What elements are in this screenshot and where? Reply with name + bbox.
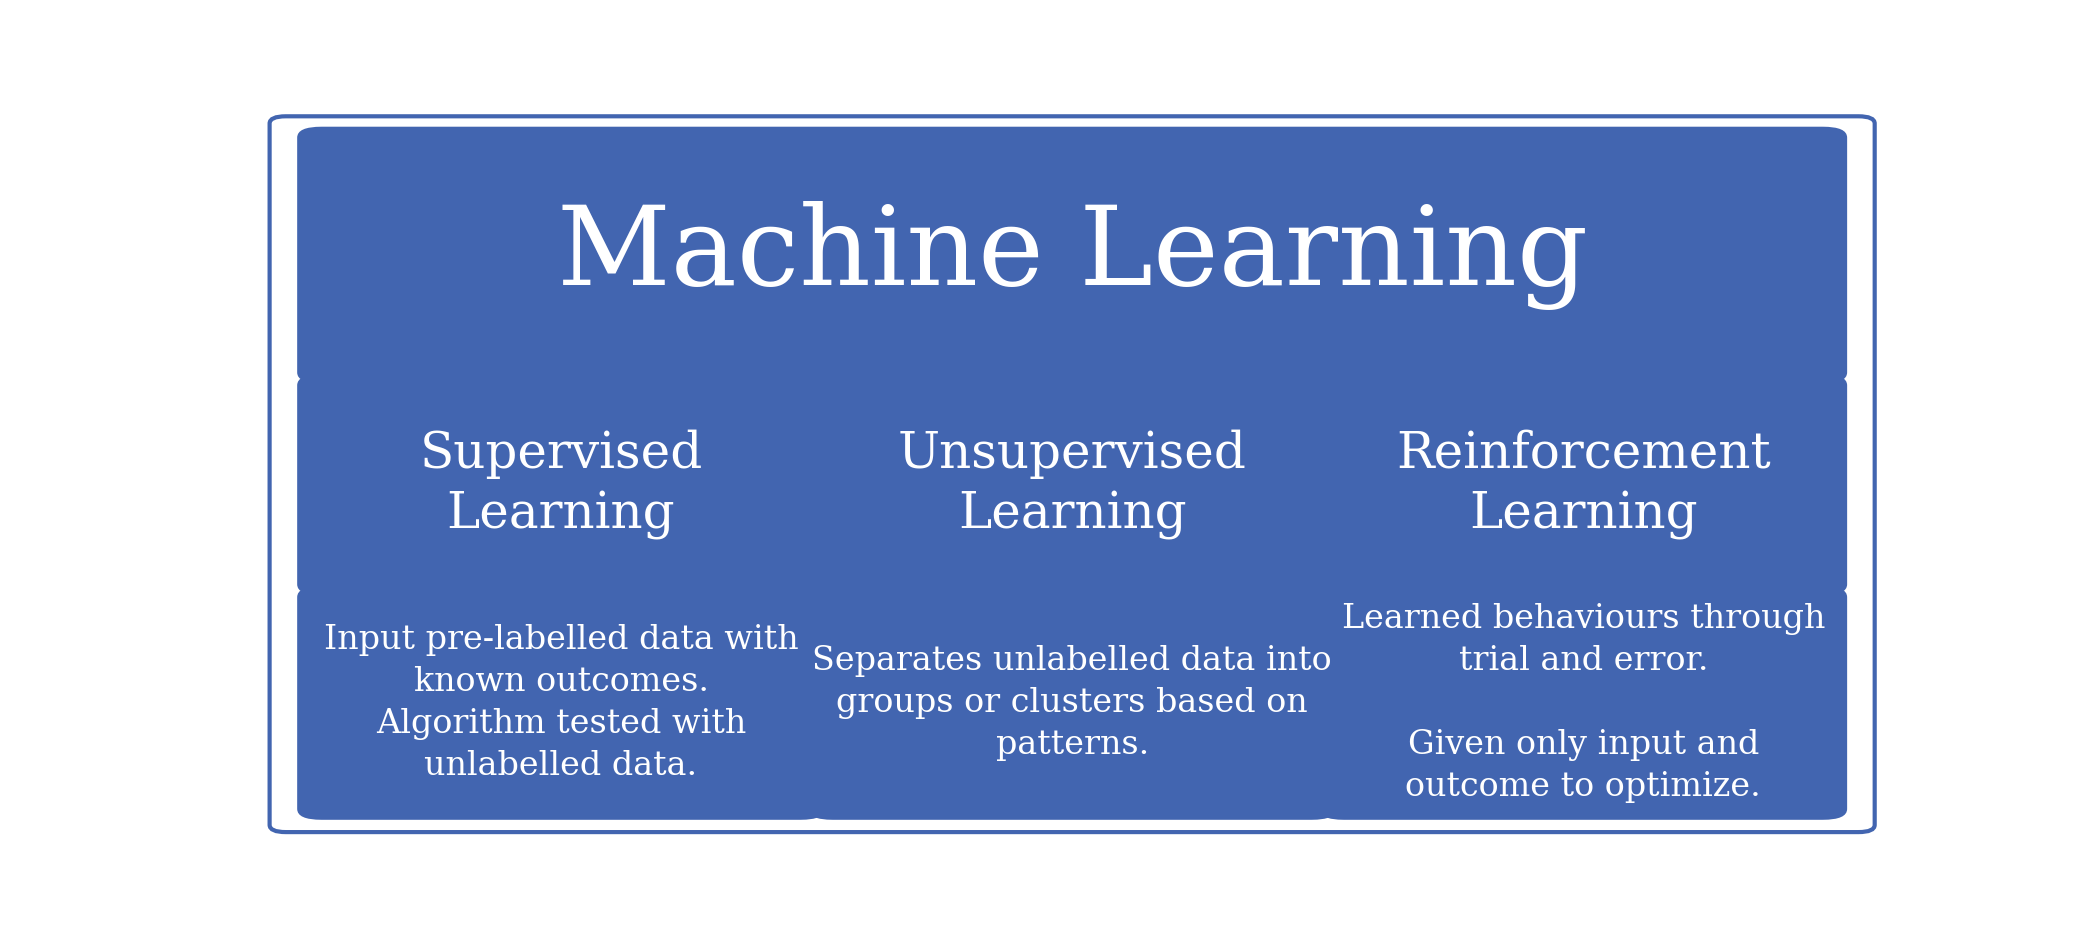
Text: Learned behaviours through
trial and error.

Given only input and
outcome to opt: Learned behaviours through trial and err…: [1341, 603, 1824, 803]
Text: Input pre-labelled data with
known outcomes.
Algorithm tested with
unlabelled da: Input pre-labelled data with known outco…: [324, 624, 799, 782]
FancyBboxPatch shape: [808, 375, 1337, 595]
Text: Machine Learning: Machine Learning: [556, 201, 1588, 310]
FancyBboxPatch shape: [1320, 586, 1847, 820]
FancyBboxPatch shape: [297, 375, 824, 595]
FancyBboxPatch shape: [270, 116, 1874, 832]
FancyBboxPatch shape: [297, 127, 1847, 383]
FancyBboxPatch shape: [808, 586, 1337, 820]
FancyBboxPatch shape: [297, 586, 824, 820]
Text: Unsupervised
Learning: Unsupervised Learning: [897, 429, 1247, 540]
Text: Supervised
Learning: Supervised Learning: [418, 429, 703, 540]
FancyBboxPatch shape: [1320, 375, 1847, 595]
Text: Reinforcement
Learning: Reinforcement Learning: [1395, 429, 1770, 540]
Text: Separates unlabelled data into
groups or clusters based on
patterns.: Separates unlabelled data into groups or…: [812, 645, 1333, 761]
